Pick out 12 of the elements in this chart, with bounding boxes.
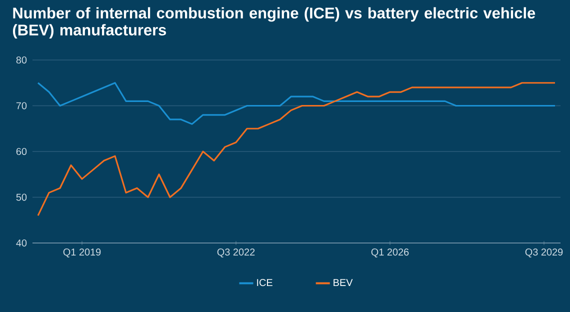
x-tick-label: Q3 2022 [217, 248, 255, 258]
y-tick-label: 50 [16, 194, 27, 201]
x-tick-label: Q1 2026 [371, 248, 409, 258]
y-tick-label: 80 [16, 56, 27, 64]
legend-label: BEV [334, 279, 353, 286]
x-tick-label: Q1 2019 [63, 248, 101, 258]
x-tick-label: Q3 2029 [525, 248, 563, 258]
y-tick-label: 70 [16, 102, 27, 110]
chart-title: Number of internal combustion engine (ICE) vs battery electric vehicle (BEV) manufacturers [12, 7, 536, 39]
y-tick-label: 40 [16, 239, 27, 247]
y-tick-label: 60 [16, 148, 27, 156]
legend-label: ICE [257, 279, 272, 286]
